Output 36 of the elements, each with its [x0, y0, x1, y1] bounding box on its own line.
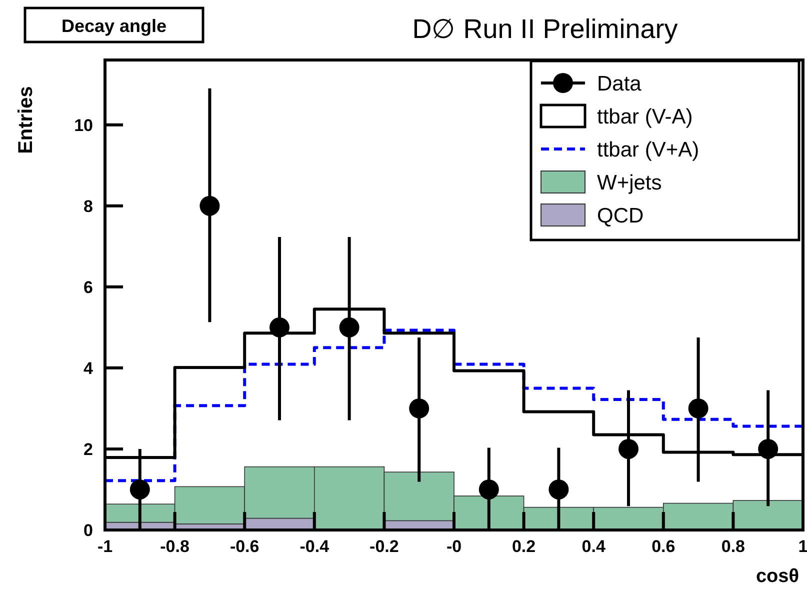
x-axis-title: cosθ: [756, 566, 799, 587]
x-tick-label: -0.4: [300, 537, 330, 556]
x-tick-label: -0: [446, 537, 462, 556]
point: [688, 398, 708, 418]
legend-label: ttbar (V-A): [597, 105, 693, 128]
point: [618, 438, 638, 459]
point: [409, 398, 430, 418]
x-tick-label: -0.8: [160, 537, 190, 556]
x-tick-label: 0.8: [721, 537, 746, 556]
point: [478, 479, 499, 500]
legend-label: Data: [597, 72, 642, 96]
x-tick-label: 0.6: [652, 537, 676, 556]
point: [339, 317, 360, 338]
legend-label: ttbar (V+A): [597, 138, 700, 162]
point: [200, 196, 220, 216]
text: Decay angle: [61, 16, 167, 36]
x-tick-label: -1: [97, 537, 113, 556]
y-tick-label: 2: [84, 440, 93, 459]
x-tick-label: -0.6: [230, 537, 260, 556]
point: [548, 479, 569, 500]
x-tick-label: 0.2: [512, 537, 536, 556]
x-tick-label: 1: [798, 537, 807, 556]
y-axis-title: Entries: [15, 86, 37, 154]
y-tick-label: 10: [74, 116, 93, 135]
x-tick-label: -0.2: [370, 537, 399, 556]
y-tick-label: 4: [84, 358, 94, 378]
y-tick-label: 6: [84, 278, 93, 297]
legend-label: W+jets: [597, 171, 662, 194]
point: [758, 438, 778, 459]
y-tick-label: 0: [84, 520, 93, 540]
y-tick-label: 8: [84, 196, 93, 216]
legend-label: QCD: [597, 204, 644, 228]
point: [130, 479, 150, 500]
chart-title: D∅ Run II Preliminary: [412, 14, 678, 44]
x-tick-label: 0.4: [582, 537, 606, 556]
point: [270, 317, 290, 338]
